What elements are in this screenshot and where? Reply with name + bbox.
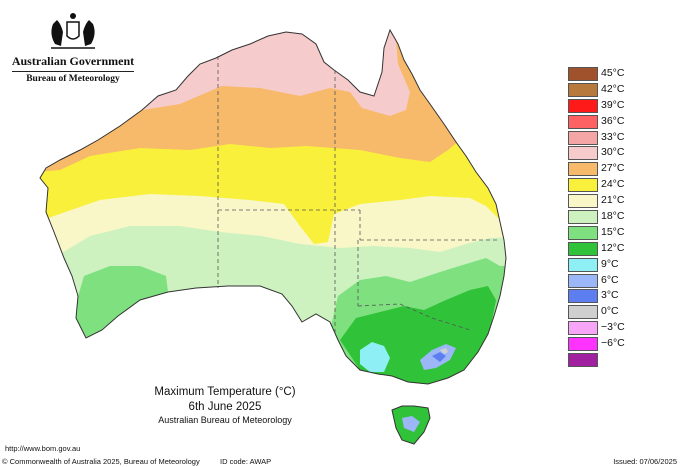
- legend-swatch: [568, 305, 598, 320]
- legend-label: 24°C: [601, 178, 625, 191]
- legend-row: 12°C: [568, 241, 634, 257]
- legend-label: 3°C: [601, 289, 619, 302]
- legend-label: 33°C: [601, 130, 625, 143]
- legend-swatch: [568, 146, 598, 161]
- map-caption: Maximum Temperature (°C) 6th June 2025 A…: [120, 386, 330, 425]
- legend-swatch: [568, 225, 598, 240]
- legend-label: 42°C: [601, 82, 625, 95]
- legend-row: [568, 352, 634, 368]
- government-name: Australian Government: [11, 54, 135, 68]
- legend-label: 27°C: [601, 162, 625, 175]
- issued-date: Issued: 07/06/2025: [613, 457, 677, 466]
- legend-row: 15°C: [568, 225, 634, 241]
- state-borders: [217, 56, 498, 334]
- legend-row: 39°C: [568, 98, 634, 114]
- legend-row: 45°C: [568, 66, 634, 82]
- legend-label: 39°C: [601, 98, 625, 111]
- legend-row: 18°C: [568, 209, 634, 225]
- legend-swatch: [568, 130, 598, 145]
- legend-label: 12°C: [601, 241, 625, 254]
- coat-of-arms-icon: [51, 13, 95, 49]
- bureau-name: Bureau of Meteorology: [26, 74, 120, 84]
- copyright-text: © Commonwealth of Australia 2025, Bureau…: [2, 457, 200, 466]
- legend-swatch: [568, 178, 598, 193]
- tasmania: [391, 405, 431, 445]
- legend-row: −3°C: [568, 320, 634, 336]
- legend-swatch: [568, 337, 598, 352]
- legend-label: 18°C: [601, 210, 625, 223]
- legend-label: 6°C: [601, 273, 619, 286]
- legend-label: 21°C: [601, 194, 625, 207]
- legend-row: 30°C: [568, 145, 634, 161]
- legend-label: −6°C: [601, 337, 625, 350]
- legend-row: 6°C: [568, 273, 634, 289]
- band-3: [432, 352, 446, 362]
- map-title: Maximum Temperature (°C): [154, 386, 296, 398]
- legend-label: 45°C: [601, 67, 625, 79]
- map-date: 6th June 2025: [188, 401, 262, 413]
- footer: © Commonwealth of Australia 2025, Bureau…: [0, 457, 680, 467]
- legend-row: 27°C: [568, 161, 634, 177]
- id-code: ID code: AWAP: [220, 457, 272, 466]
- legend-row: 3°C: [568, 288, 634, 304]
- legend-swatch: [568, 273, 598, 288]
- legend-swatch: [568, 210, 598, 225]
- map-source: Australian Bureau of Meteorology: [158, 415, 292, 425]
- legend-swatch: [568, 67, 598, 81]
- band-9: [360, 342, 390, 372]
- band-15: [40, 266, 168, 384]
- legend-label: 30°C: [601, 146, 625, 159]
- legend-swatch: [568, 321, 598, 336]
- legend-row: −6°C: [568, 336, 634, 352]
- logo-divider: [12, 71, 134, 72]
- legend-swatch: [568, 353, 598, 368]
- legend-row: 42°C: [568, 82, 634, 98]
- legend-label: 0°C: [601, 305, 619, 318]
- legend-swatch: [568, 82, 598, 97]
- legend-label: 15°C: [601, 225, 625, 238]
- temperature-legend: 45°C 42°C 39°C 36°C 33°C 30°C 27°C 24°C 21°C 18°C…: [568, 66, 634, 368]
- logo-block: Australian Government Bureau of Meteorol…: [8, 10, 138, 84]
- coastline: [39, 28, 507, 385]
- legend-label: −3°C: [601, 321, 625, 334]
- website-link[interactable]: http://www.bom.gov.au: [5, 444, 81, 453]
- legend-swatch: [568, 289, 598, 304]
- legend-swatch: [568, 162, 598, 177]
- legend-swatch: [568, 114, 598, 129]
- legend-row: 33°C: [568, 130, 634, 146]
- legend-row: 36°C: [568, 114, 634, 130]
- legend-row: 9°C: [568, 257, 634, 273]
- legend-label: 36°C: [601, 114, 625, 127]
- legend-row: 24°C: [568, 177, 634, 193]
- band-0: [440, 348, 448, 354]
- legend-row: 0°C: [568, 304, 634, 320]
- legend-swatch: [568, 241, 598, 256]
- legend-swatch: [568, 257, 598, 272]
- legend-row: 21°C: [568, 193, 634, 209]
- legend-swatch: [568, 98, 598, 113]
- legend-label: 9°C: [601, 257, 619, 270]
- legend-swatch: [568, 194, 598, 209]
